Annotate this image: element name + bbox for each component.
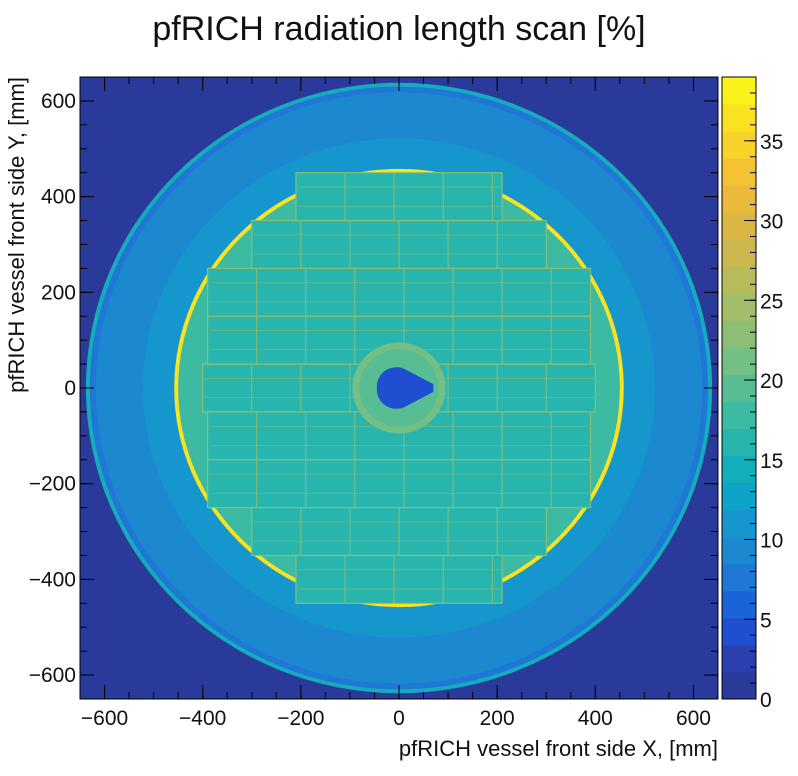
x-tick-label: 400 (578, 707, 613, 730)
colorbar-swatch (722, 401, 756, 430)
colorbar-swatch (722, 563, 756, 592)
colorbar-swatch (722, 158, 756, 186)
y-tick-label: −400 (29, 568, 76, 591)
y-tick-label: 600 (41, 90, 76, 113)
x-tick-label: −400 (179, 707, 226, 730)
sensor-row (207, 267, 591, 317)
sensor-row (295, 554, 503, 604)
y-tick-label: −600 (29, 664, 76, 687)
colorbar-swatch (722, 77, 756, 105)
colorbar-swatch (722, 671, 756, 700)
colorbar-swatch (722, 617, 756, 646)
colorbar-tick-label: 0 (760, 689, 772, 712)
colorbar-swatch (722, 536, 756, 565)
colorbar-tick-label: 30 (760, 211, 783, 234)
colorbar-tick-label: 25 (760, 290, 783, 313)
y-axis: −600 −400 −200 0 200 400 600 (29, 76, 718, 700)
x-tick-label: 600 (676, 707, 711, 730)
colorbar-swatch (722, 239, 756, 267)
colorbar-swatch (722, 590, 756, 619)
colorbar-swatch (722, 212, 756, 240)
colorbar-tick-label: 5 (760, 609, 772, 632)
x-tick-label: 200 (480, 707, 515, 730)
heatmap-layer (85, 82, 713, 694)
colorbar-swatch (722, 131, 756, 159)
plot-area (80, 77, 718, 699)
colorbar-swatch (722, 428, 756, 457)
colorbar-swatch (722, 374, 756, 403)
colorbar-swatch (722, 104, 756, 132)
chart-title: pfRICH radiation length scan [%] (152, 10, 645, 48)
colorbar-tick-label: 20 (760, 370, 783, 393)
y-tick-label: −200 (29, 473, 76, 496)
sensor-row (295, 172, 503, 222)
x-axis-title: pfRICH vessel front side X, [mm] (399, 736, 718, 761)
colorbar-swatch (722, 185, 756, 213)
beam-pipe-hole (376, 367, 434, 409)
x-tick-label: −600 (81, 707, 128, 730)
colorbar-swatch (722, 644, 756, 673)
colorbar-swatch (722, 320, 756, 348)
x-axis: −600 −400 −200 0 200 400 600 (79, 77, 719, 730)
colorbar-frame (721, 76, 757, 700)
colorbar-swatch (722, 266, 756, 294)
colorbar-tick-label: 35 (760, 131, 783, 154)
colorbar-tick-label: 10 (760, 530, 783, 553)
y-axis-title: pfRICH vessel front side Y, [mm] (4, 77, 29, 393)
colorbar-swatch (722, 482, 756, 511)
x-tick-label: −200 (277, 707, 324, 730)
sensor-row (207, 459, 591, 509)
colorbar: 0 5 10 15 20 25 30 35 (721, 76, 783, 712)
sensor-module-grid (202, 172, 596, 604)
y-tick-label: 400 (41, 186, 76, 209)
x-tick-label: 0 (393, 707, 405, 730)
y-tick-label: 200 (41, 281, 76, 304)
colorbar-swatch (722, 347, 756, 375)
y-tick-label: 0 (64, 377, 76, 400)
colorbar-swatch (722, 293, 756, 321)
colorbar-tick-label: 15 (760, 450, 783, 473)
